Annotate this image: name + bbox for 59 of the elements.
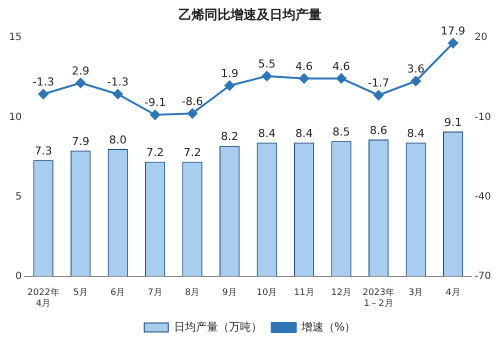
data-label: -1.3 — [32, 75, 54, 88]
data-label: 7.3 — [34, 144, 52, 158]
y2-tick-label: -10 — [474, 112, 492, 123]
point — [187, 108, 198, 118]
y-tick-label: 15 — [8, 32, 22, 44]
point — [112, 89, 123, 100]
data-label: 8.5 — [332, 125, 350, 138]
data-label: 4.6 — [332, 60, 350, 73]
y-tick-label: 0 — [15, 270, 22, 282]
data-label: 7.9 — [72, 134, 90, 148]
point — [224, 80, 235, 91]
point — [262, 71, 272, 82]
data-label: 8.4 — [258, 127, 276, 140]
y2-tick-label: 20 — [474, 32, 488, 44]
point — [76, 78, 86, 88]
point — [38, 89, 48, 100]
x-tick-label: 3月 — [408, 288, 424, 298]
y-tick-label: 10 — [8, 112, 22, 123]
x-tick-label: 7月 — [148, 288, 162, 298]
data-label: -1.3 — [107, 75, 129, 88]
x-tick-label: 12月 — [331, 288, 352, 298]
data-label: 5.5 — [258, 57, 276, 70]
data-label: 17.9 — [440, 24, 466, 38]
data-label: -8.6 — [182, 94, 204, 108]
point — [448, 38, 458, 48]
chart-title: 乙烯同比增速及日均产量 — [178, 7, 322, 24]
data-label: -1.7 — [368, 76, 390, 90]
data-label: -9.1 — [144, 96, 166, 110]
x-tick-label: 4月 — [446, 288, 460, 298]
data-label: 8.6 — [370, 124, 388, 137]
point — [299, 73, 310, 84]
data-label: 8.0 — [109, 133, 127, 146]
x-tick-label: 10月 — [256, 288, 278, 298]
x-tick-label: 11月 — [294, 288, 314, 298]
x-tick-label: 5月 — [73, 288, 88, 298]
data-label: 4.6 — [295, 60, 313, 73]
x-tick-label: 9月 — [222, 288, 237, 298]
point — [150, 110, 160, 120]
y-tick-label: 5 — [15, 191, 22, 202]
point — [410, 76, 421, 86]
data-label: 8.2 — [220, 130, 238, 144]
data-label: 9.1 — [444, 116, 462, 129]
data-label: 7.2 — [184, 146, 202, 160]
data-label: 3.6 — [407, 62, 425, 76]
data-label: 7.2 — [146, 146, 164, 160]
legend-label: 增速（%） — [300, 320, 356, 334]
y2-tick-label: -70 — [474, 270, 492, 282]
x-tick-label: 2022年 4月 — [27, 287, 60, 309]
x-tick-label: 8月 — [184, 288, 200, 298]
point — [336, 73, 346, 84]
data-label: 1.9 — [220, 66, 238, 80]
x-tick-label: 6月 — [110, 288, 126, 298]
data-label: 8.4 — [295, 127, 313, 140]
y2-tick-label: -40 — [474, 191, 492, 202]
point — [374, 90, 384, 100]
data-label: 8.4 — [407, 127, 425, 140]
x-tick-label: 2023年 1－2月 — [362, 287, 395, 309]
legend-label: 日均产量（万吨） — [174, 320, 262, 334]
data-label: 2.9 — [72, 64, 90, 78]
